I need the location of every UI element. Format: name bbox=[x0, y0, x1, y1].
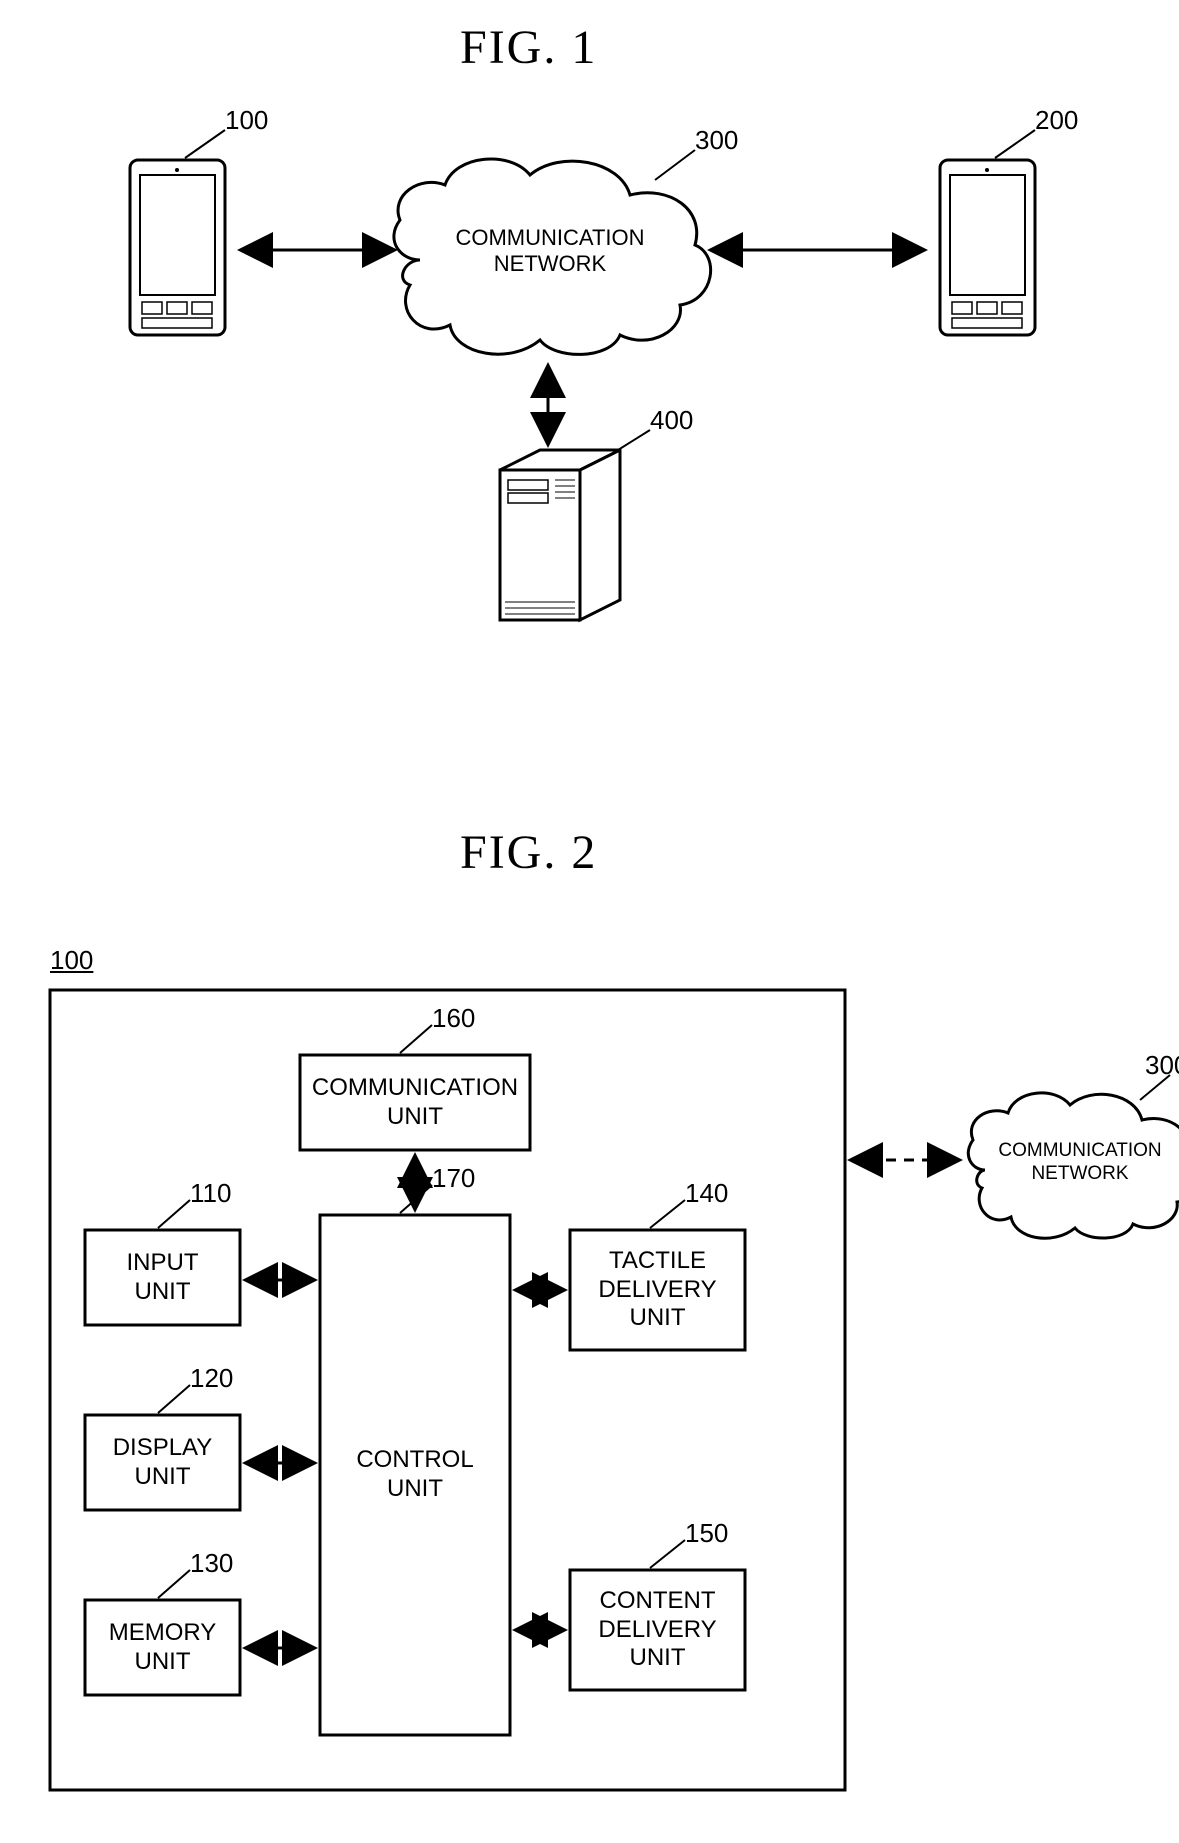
ref-200: 200 bbox=[1035, 105, 1078, 136]
fig2-cloud-label: COMMUNICATIONNETWORK bbox=[970, 1140, 1179, 1186]
phone-left bbox=[130, 160, 225, 335]
input-unit-label: INPUTUNIT bbox=[85, 1230, 240, 1325]
fig1-title: FIG. 1 bbox=[460, 20, 597, 75]
ref-400: 400 bbox=[650, 405, 693, 436]
fig1-cloud-label: COMMUNICATIONNETWORK bbox=[395, 225, 705, 278]
fig2-container-ref: 100 bbox=[50, 945, 93, 976]
memory-unit-label: MEMORYUNIT bbox=[85, 1600, 240, 1695]
fig2-title: FIG. 2 bbox=[460, 825, 597, 880]
ref-120: 120 bbox=[190, 1363, 233, 1394]
control-unit-label: CONTROLUNIT bbox=[320, 1215, 510, 1735]
ref-140: 140 bbox=[685, 1178, 728, 1209]
ref-100: 100 bbox=[225, 105, 268, 136]
tactile-unit-label: TACTILEDELIVERYUNIT bbox=[570, 1230, 745, 1350]
ref-150: 150 bbox=[685, 1518, 728, 1549]
content-unit-label: CONTENTDELIVERYUNIT bbox=[570, 1570, 745, 1690]
ref-110: 110 bbox=[190, 1178, 231, 1209]
phone-right bbox=[940, 160, 1035, 335]
ref-160: 160 bbox=[432, 1003, 475, 1034]
ref-130: 130 bbox=[190, 1548, 233, 1579]
ref-170: 170 bbox=[432, 1163, 475, 1194]
comm-unit-label: COMMUNICATIONUNIT bbox=[300, 1055, 530, 1150]
display-unit-label: DISPLAYUNIT bbox=[85, 1415, 240, 1510]
ref-300: 300 bbox=[695, 125, 738, 156]
fig2-ref-300: 300 bbox=[1145, 1050, 1179, 1081]
server bbox=[500, 450, 620, 620]
